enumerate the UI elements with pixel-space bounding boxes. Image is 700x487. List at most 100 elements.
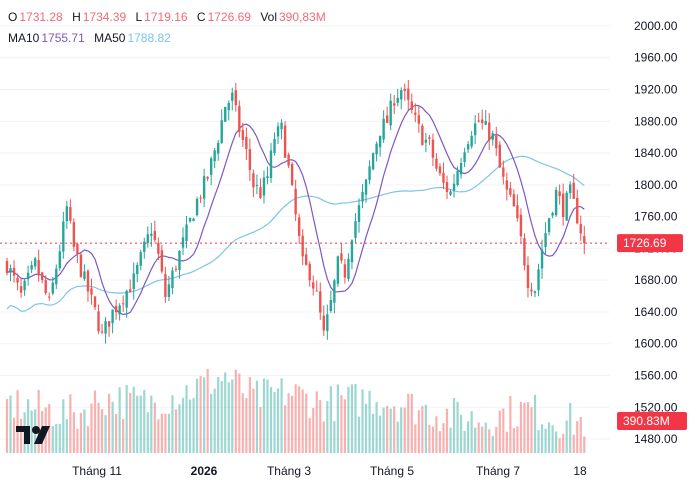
- candle: [473, 114, 477, 144]
- candle-body: [502, 167, 505, 177]
- volume-bar: [125, 385, 128, 453]
- candle: [136, 262, 139, 283]
- candle-body: [266, 176, 269, 179]
- candle: [576, 189, 579, 225]
- volume-bar: [62, 399, 65, 453]
- tradingview-logo-icon[interactable]: [16, 424, 56, 446]
- candle: [428, 134, 431, 145]
- volume-bar: [16, 390, 19, 453]
- volume-bar: [357, 416, 361, 453]
- candle: [48, 292, 51, 301]
- volume-bar: [259, 406, 262, 453]
- candle: [364, 178, 368, 203]
- candle-body: [445, 182, 449, 193]
- volume-bar: [188, 399, 192, 453]
- candle: [484, 109, 487, 126]
- volume-bar: [231, 379, 234, 453]
- volume-bar: [407, 393, 410, 453]
- volume-bar: [234, 369, 237, 453]
- volume-bar: [72, 412, 75, 453]
- candle: [37, 249, 40, 282]
- candle: [554, 186, 558, 217]
- volume-bar: [477, 422, 480, 453]
- candle-body: [213, 150, 216, 162]
- candle: [266, 166, 269, 185]
- candle-body: [509, 188, 512, 195]
- y-tick-label: 1880.00: [634, 114, 678, 128]
- candle-body: [227, 102, 230, 111]
- candle-body: [308, 263, 311, 281]
- volume-bar: [174, 409, 178, 453]
- volume-bar: [294, 384, 297, 453]
- candle-body: [185, 224, 188, 242]
- volume-bar: [132, 386, 135, 453]
- volume-bar: [291, 395, 294, 453]
- volume-bar: [322, 421, 325, 453]
- volume-bar: [551, 425, 554, 453]
- candle-body: [340, 253, 343, 261]
- candle: [79, 252, 83, 278]
- candle-body: [114, 305, 118, 313]
- candle: [125, 289, 128, 318]
- candle-body: [368, 166, 371, 181]
- candle-body: [326, 314, 329, 332]
- candle: [58, 244, 61, 271]
- volume-bar: [48, 403, 51, 453]
- candle-body: [150, 233, 153, 236]
- candle-body: [44, 280, 47, 294]
- candles: [5, 80, 586, 344]
- candle-body: [579, 224, 582, 234]
- x-tick-label: Tháng 5: [370, 464, 414, 478]
- y-axis[interactable]: 2000.00 1960.00 1920.00 1880.00 1840.00 1800.…: [617, 19, 687, 446]
- y-tick-label: 1920.00: [634, 83, 678, 97]
- candle-body: [83, 271, 86, 280]
- candle-body: [350, 240, 354, 263]
- candle-body: [107, 321, 111, 327]
- candle: [312, 275, 315, 296]
- candle-body: [484, 121, 487, 125]
- candle: [361, 184, 364, 209]
- candle-body: [463, 152, 466, 162]
- volume-bar: [364, 404, 368, 453]
- ma10-line: [6, 104, 585, 316]
- volume-bar: [421, 406, 424, 453]
- candle: [526, 256, 530, 298]
- candle: [558, 184, 561, 205]
- candle: [502, 160, 505, 185]
- candle: [375, 141, 378, 162]
- volume-bar: [533, 394, 537, 453]
- ma10-label: MA10: [8, 31, 40, 45]
- candle: [72, 218, 76, 252]
- volume-bar: [572, 434, 575, 453]
- candle: [160, 244, 164, 274]
- volume-bar: [428, 424, 431, 453]
- volume-bar: [90, 403, 93, 453]
- candle-body: [438, 166, 442, 174]
- volume-bar: [414, 424, 417, 453]
- candle-body: [319, 291, 322, 313]
- candle: [178, 250, 181, 279]
- volume-bar: [37, 389, 40, 453]
- candle: [259, 178, 262, 200]
- x-tick-label: 2026: [191, 464, 218, 478]
- candle: [262, 170, 266, 204]
- candle-body: [121, 303, 125, 305]
- volume-bar: [157, 419, 160, 453]
- volume-bar: [12, 417, 16, 453]
- candle-body: [234, 90, 237, 106]
- volume-bar: [5, 398, 9, 453]
- candle: [5, 257, 9, 276]
- candle-body: [452, 183, 456, 191]
- volume-bar: [333, 421, 336, 453]
- ma50-line: [6, 155, 585, 312]
- volume-bar: [537, 430, 540, 453]
- candle-body: [294, 188, 297, 215]
- candle: [410, 93, 413, 114]
- x-axis[interactable]: Tháng 11 2026 Tháng 3 Tháng 5 Tháng 7 18: [72, 464, 587, 478]
- volume-bars: [5, 368, 586, 453]
- candle: [431, 133, 435, 167]
- candle: [456, 166, 459, 187]
- y-tick-label: 1480.00: [634, 432, 678, 446]
